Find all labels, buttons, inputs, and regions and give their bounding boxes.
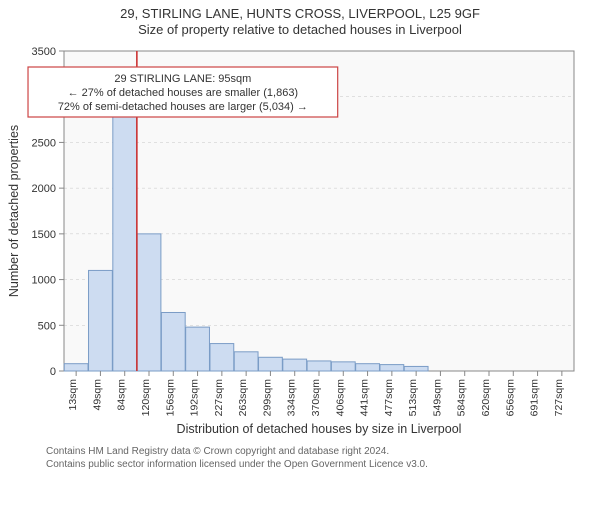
ytick-label: 1500 — [32, 229, 56, 241]
histogram-bar — [210, 344, 234, 371]
ytick-label: 3500 — [32, 46, 56, 58]
xtick-label: 120sqm — [140, 379, 152, 417]
histogram-bar — [186, 327, 210, 371]
xtick-label: 406sqm — [334, 379, 346, 417]
histogram-bar — [331, 362, 355, 371]
annotation-line: ← 27% of detached houses are smaller (1,… — [68, 87, 299, 99]
xtick-label: 192sqm — [189, 379, 201, 417]
histogram-chart: 050010001500200025003000350013sqm49sqm84… — [0, 41, 600, 441]
x-axis-label: Distribution of detached houses by size … — [177, 422, 462, 436]
xtick-label: 584sqm — [456, 379, 468, 417]
ytick-label: 1000 — [32, 275, 56, 287]
xtick-label: 263sqm — [237, 379, 249, 417]
xtick-label: 513sqm — [407, 379, 419, 417]
histogram-bar — [89, 270, 113, 371]
histogram-bar — [113, 74, 137, 371]
xtick-label: 620sqm — [480, 379, 492, 417]
ytick-label: 500 — [38, 320, 56, 332]
attribution: Contains HM Land Registry data © Crown c… — [0, 441, 600, 471]
histogram-bar — [404, 366, 428, 371]
histogram-bar — [64, 364, 88, 371]
address-title: 29, STIRLING LANE, HUNTS CROSS, LIVERPOO… — [0, 6, 600, 21]
attribution-line1: Contains HM Land Registry data © Crown c… — [46, 445, 600, 458]
xtick-label: 299sqm — [261, 379, 273, 417]
xtick-label: 691sqm — [529, 379, 541, 417]
ytick-label: 0 — [50, 366, 56, 378]
xtick-label: 156sqm — [164, 379, 176, 417]
xtick-label: 49sqm — [91, 379, 103, 411]
histogram-bar — [161, 312, 185, 371]
xtick-label: 13sqm — [67, 379, 79, 411]
annotation-line: 72% of semi-detached houses are larger (… — [58, 101, 308, 113]
attribution-line2: Contains public sector information licen… — [46, 458, 600, 471]
annotation-line: 29 STIRLING LANE: 95sqm — [114, 73, 251, 85]
histogram-bar — [234, 352, 258, 371]
xtick-label: 370sqm — [310, 379, 322, 417]
histogram-bar — [380, 365, 404, 371]
xtick-label: 549sqm — [431, 379, 443, 417]
xtick-label: 334sqm — [286, 379, 298, 417]
histogram-bar — [307, 361, 331, 371]
ytick-label: 2500 — [32, 137, 56, 149]
histogram-bar — [259, 357, 283, 371]
xtick-label: 227sqm — [213, 379, 225, 417]
xtick-label: 656sqm — [504, 379, 516, 417]
y-axis-label: Number of detached properties — [7, 125, 21, 297]
ytick-label: 2000 — [32, 183, 56, 195]
xtick-label: 441sqm — [359, 379, 371, 417]
histogram-bar — [137, 234, 161, 371]
xtick-label: 477sqm — [383, 379, 395, 417]
xtick-label: 727sqm — [553, 379, 565, 417]
xtick-label: 84sqm — [116, 379, 128, 411]
histogram-bar — [283, 359, 307, 371]
histogram-bar — [356, 364, 380, 371]
subtitle: Size of property relative to detached ho… — [0, 22, 600, 37]
